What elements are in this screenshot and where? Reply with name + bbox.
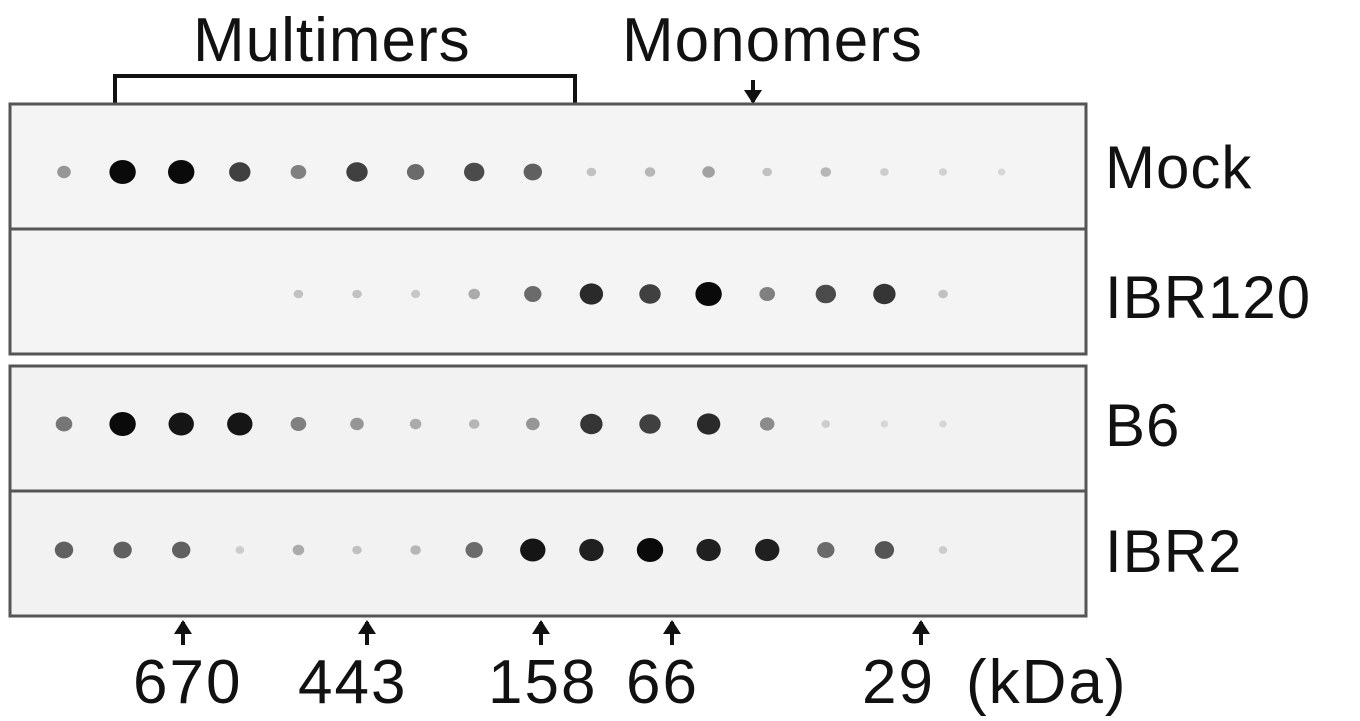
dot-ibr2-9 (579, 538, 604, 562)
marker-label-670: 670 (133, 648, 243, 717)
dot-ibr2-2 (172, 541, 191, 559)
marker-arrow-29 (912, 620, 930, 645)
marker-label-158: 158 (488, 648, 598, 717)
marker-arrow-670 (174, 620, 192, 645)
marker-label-443: 443 (298, 648, 408, 717)
dot-ibr120-10 (639, 284, 661, 304)
dot-ibr2-0 (54, 541, 74, 559)
dot-b6-15 (939, 420, 947, 428)
marker-arrow-158 (532, 620, 550, 645)
dot-b6-11 (696, 413, 721, 435)
dot-mock-16 (997, 168, 1006, 176)
dot-mock-6 (406, 164, 425, 180)
dot-b6-9 (580, 413, 603, 435)
monomers-arrow (744, 80, 762, 104)
dot-mock-0 (57, 165, 71, 179)
dot-b6-8 (526, 417, 540, 431)
dot-ibr120-14 (873, 283, 896, 305)
dot-ibr2-15 (938, 546, 948, 554)
dot-ibr120-13 (815, 284, 836, 304)
dot-ibr120-7 (468, 288, 481, 300)
dot-ibr120-9 (579, 283, 604, 305)
dot-ibr2-8 (520, 538, 546, 562)
multimers-bracket (113, 74, 577, 104)
dot-ibr2-3 (235, 546, 245, 554)
dot-mock-15 (938, 168, 948, 176)
dot-ibr2-14 (874, 541, 895, 559)
dot-mock-4 (290, 165, 307, 179)
dot-b6-5 (350, 417, 364, 431)
dot-b6-14 (880, 420, 889, 428)
dot-ibr120-6 (411, 289, 421, 299)
lane-label-b6: B6 (1105, 392, 1181, 459)
marker-arrow-66 (663, 620, 681, 645)
dot-b6-0 (55, 416, 73, 432)
dot-mock-13 (820, 167, 832, 177)
dot-mock-9 (586, 167, 597, 177)
dot-b6-1 (109, 412, 136, 436)
multimers-label: Multimers (193, 6, 471, 75)
blot-dots (54, 160, 1006, 562)
monomers-label: Monomers (622, 6, 923, 75)
dot-ibr120-5 (352, 289, 362, 299)
dot-ibr2-1 (113, 541, 132, 559)
dot-mock-3 (229, 162, 251, 182)
dot-ibr2-11 (696, 538, 721, 562)
dot-mock-1 (109, 160, 136, 184)
dot-b6-7 (468, 419, 480, 429)
dot-ibr2-13 (817, 542, 835, 558)
dot-b6-4 (290, 417, 307, 431)
dot-ibr2-7 (465, 542, 483, 558)
unit-label: (kDa) (966, 648, 1128, 717)
dot-b6-6 (409, 418, 422, 430)
dot-ibr2-6 (410, 545, 421, 555)
dot-ibr120-15 (938, 289, 948, 299)
dot-b6-3 (227, 412, 253, 436)
dot-mock-11 (702, 166, 715, 178)
dot-ibr2-10 (636, 538, 664, 562)
dot-ibr120-8 (524, 286, 542, 302)
dot-b6-10 (639, 414, 661, 434)
dot-mock-8 (523, 163, 542, 181)
lane-label-ibr120: IBR120 (1105, 264, 1312, 331)
dot-ibr120-4 (293, 289, 304, 299)
dot-ibr2-4 (292, 544, 305, 556)
dot-ibr2-5 (352, 545, 362, 555)
lane-label-mock: Mock (1105, 134, 1253, 201)
dot-b6-13 (821, 420, 831, 428)
marker-arrow-443 (358, 620, 376, 645)
dot-mock-7 (464, 162, 485, 182)
lane-label-ibr2: IBR2 (1105, 518, 1243, 585)
dot-b6-12 (759, 417, 775, 431)
dot-b6-2 (168, 412, 194, 436)
dot-ibr2-12 (755, 538, 780, 562)
dot-mock-5 (346, 162, 368, 182)
marker-label-66: 66 (626, 648, 699, 717)
dot-ibr120-11 (695, 282, 722, 306)
dot-ibr120-12 (759, 287, 775, 301)
dot-mock-2 (168, 160, 195, 184)
marker-arrows (174, 620, 930, 645)
dot-mock-14 (880, 168, 889, 176)
marker-label-29: 29 (862, 648, 935, 717)
dot-mock-10 (644, 167, 656, 177)
dot-mock-12 (762, 167, 772, 177)
